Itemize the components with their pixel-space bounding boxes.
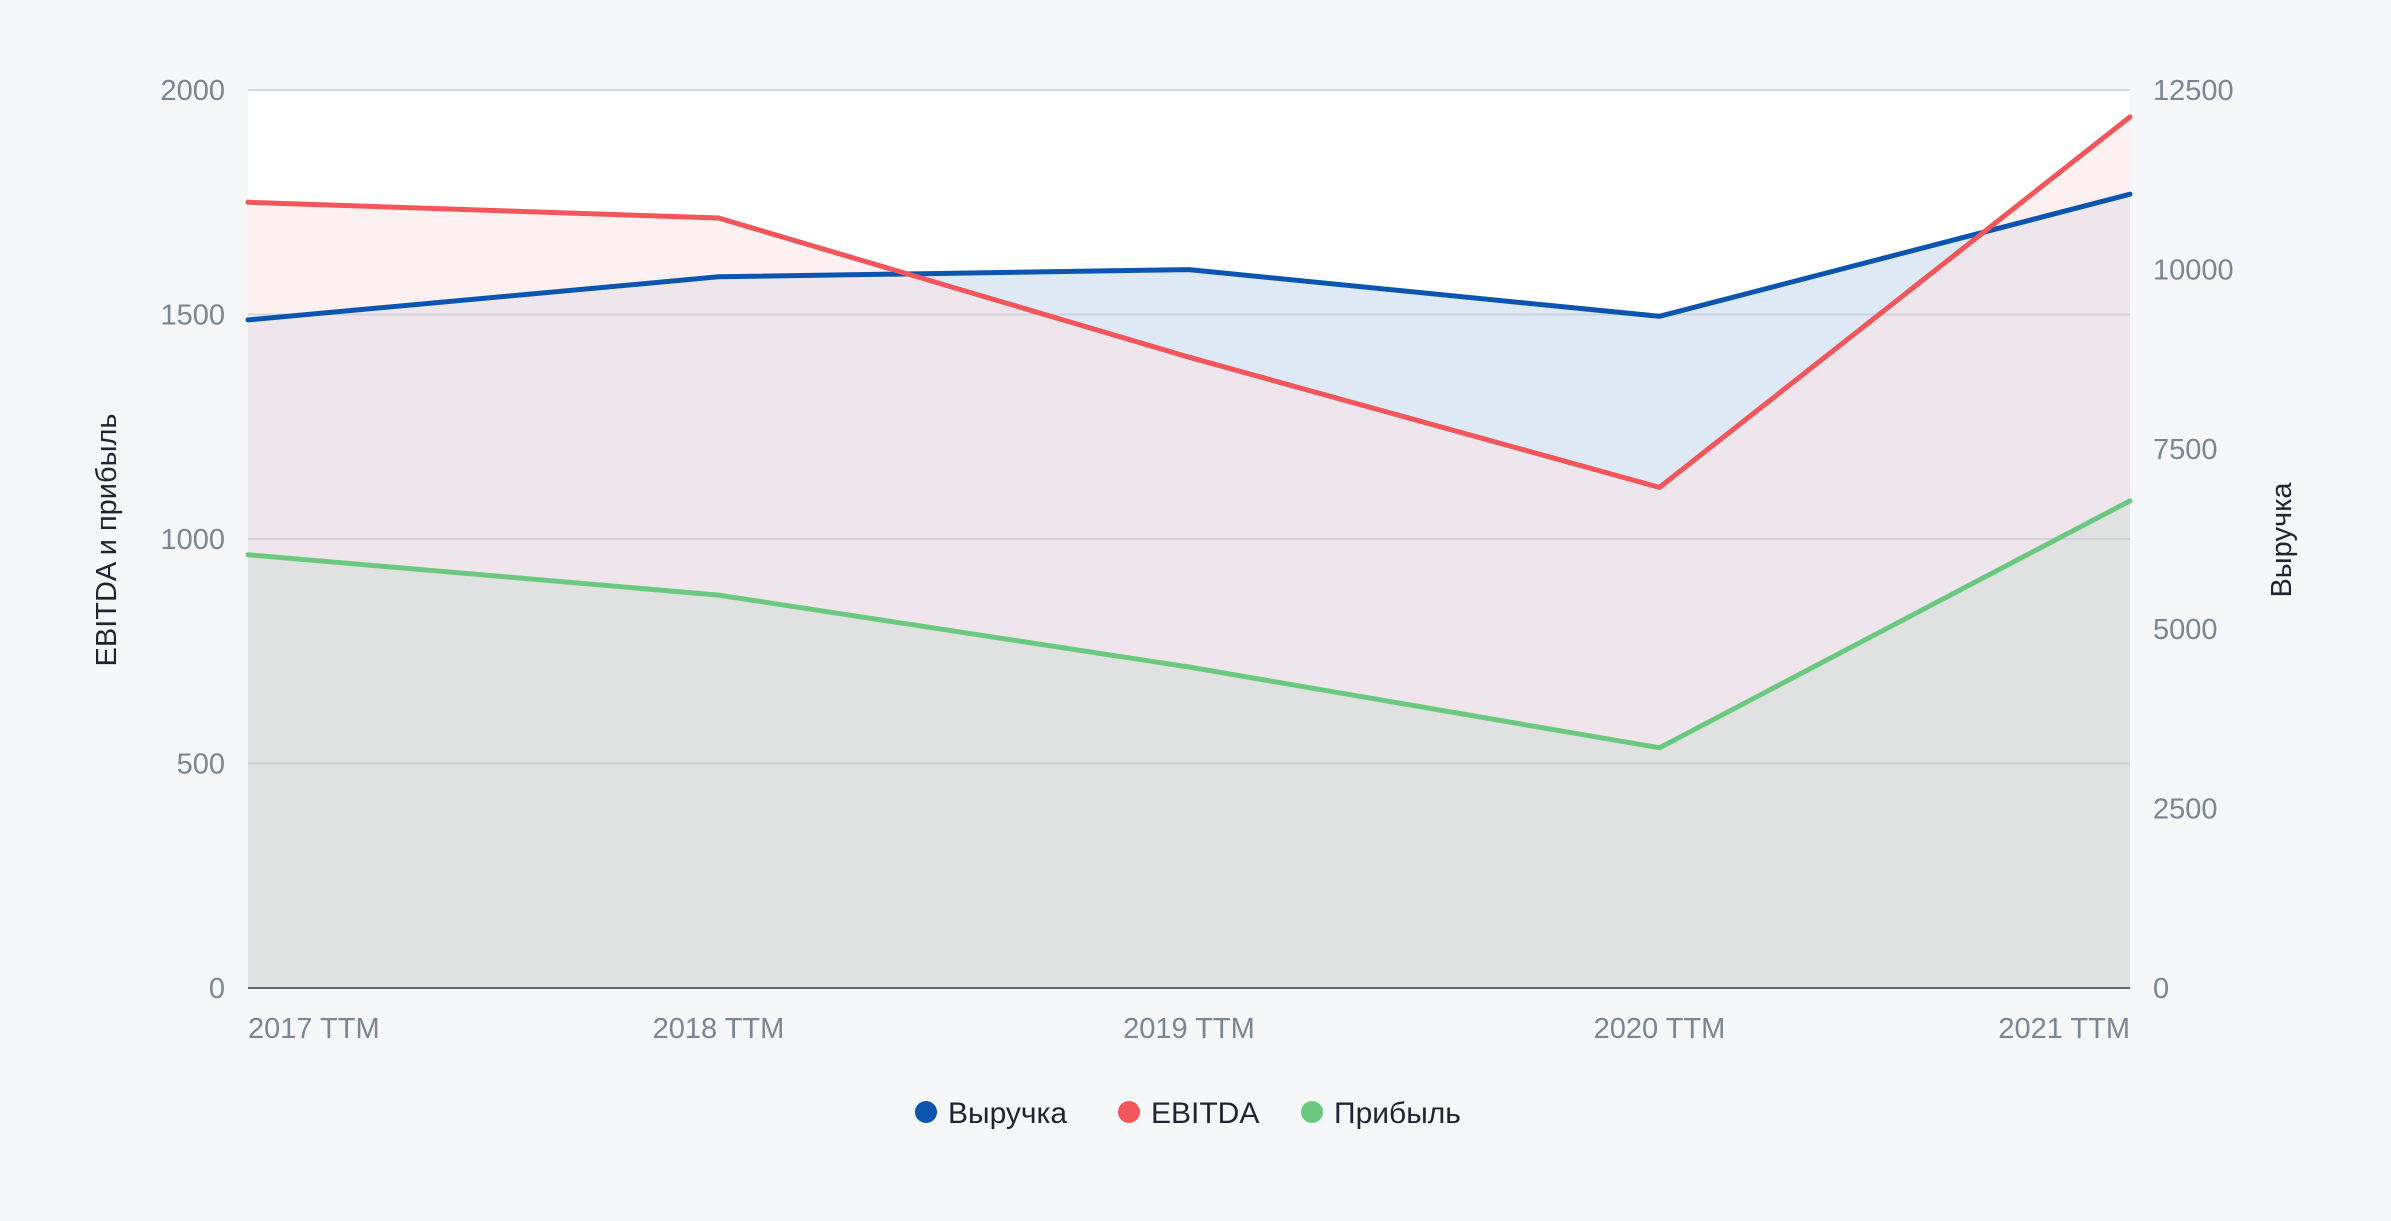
series-line-2 <box>245 498 2133 751</box>
gridlines <box>248 89 2130 765</box>
legend-marker <box>1118 1101 1140 1123</box>
right-axis-title: Выручка <box>2266 482 2298 598</box>
legend-label: Выручка <box>948 1097 1067 1130</box>
left-tick-label: 2000 <box>160 75 225 107</box>
legend-label: EBITDA <box>1151 1097 1259 1130</box>
right-tick-label: 2500 <box>2153 793 2218 825</box>
legend-marker <box>915 1101 937 1123</box>
left-axis-ticks: 0 500 1000 1500 2000 <box>160 75 225 1005</box>
x-tick-label: 2018 TTM <box>653 1013 785 1045</box>
series-lines <box>245 114 2133 751</box>
right-axis-ticks: 0 2500 5000 7500 10000 12500 <box>2153 75 2234 1005</box>
left-tick-label: 1000 <box>160 524 225 556</box>
right-tick-label: 0 <box>2153 973 2169 1005</box>
area-fill-2 <box>248 500 2130 988</box>
right-tick-label: 12500 <box>2153 75 2234 107</box>
right-tick-label: 5000 <box>2153 614 2218 646</box>
x-tick-label: 2019 TTM <box>1123 1013 1255 1045</box>
left-axis-title: EBITDA и прибыль <box>91 414 123 667</box>
left-tick-label: 1500 <box>160 300 225 332</box>
area-fills <box>248 116 2130 988</box>
legend-marker <box>1301 1101 1323 1123</box>
right-tick-label: 10000 <box>2153 255 2234 287</box>
legend: Выручка EBITDA Прибыль <box>915 1097 1461 1130</box>
x-tick-label: 2020 TTM <box>1594 1013 1726 1045</box>
series-line-1 <box>245 114 2133 490</box>
x-tick-label: 2017 TTM <box>248 1013 380 1045</box>
left-tick-label: 500 <box>177 749 225 781</box>
x-axis-ticks: 2017 TTM 2018 TTM 2019 TTM 2020 TTM 2021 TTM <box>248 1013 2130 1045</box>
series-line-0 <box>245 191 2133 323</box>
left-tick-label: 0 <box>209 973 225 1005</box>
right-tick-label: 7500 <box>2153 434 2218 466</box>
x-tick-label: 2021 TTM <box>1998 1013 2130 1045</box>
legend-label: Прибыль <box>1334 1097 1461 1130</box>
